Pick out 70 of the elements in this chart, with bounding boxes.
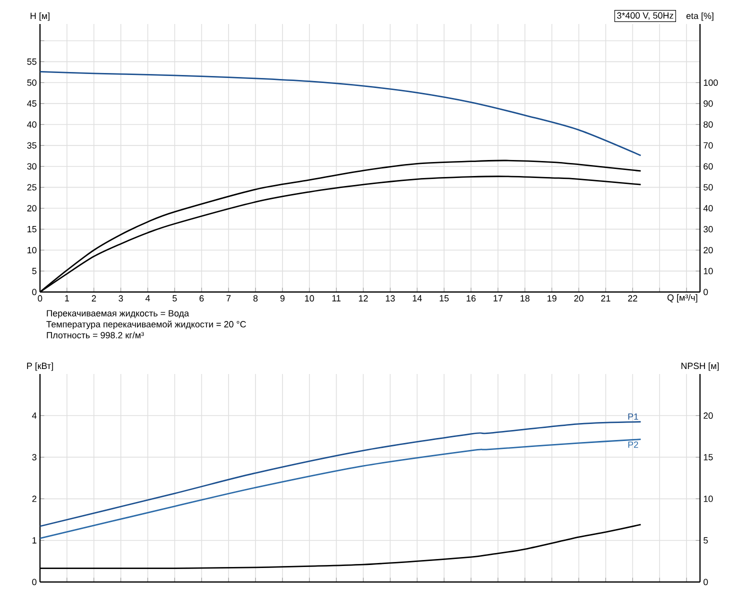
y-tick-label: 15 <box>28 226 36 232</box>
y2-tick-label: 20 <box>704 246 713 254</box>
y2-tick-label: 0 <box>704 288 708 296</box>
y-axis-title: H [м] <box>30 12 50 21</box>
y-tick-label: 35 <box>27 142 36 149</box>
series-label: P1 <box>628 413 638 420</box>
y-tick-label: 3 <box>32 454 36 460</box>
y2-tick-label: 15 <box>704 454 713 460</box>
x-tick-label: 18 <box>520 295 530 302</box>
y2-tick-label: 90 <box>704 100 713 107</box>
y2-axis-title: eta [%] <box>686 12 714 21</box>
y-tick-label: 45 <box>27 100 36 107</box>
series-label: P2 <box>628 442 638 448</box>
x-tick-label: 5 <box>172 295 177 302</box>
x-axis-title: Q [м³/ч] <box>667 294 698 303</box>
y-tick-label: 0 <box>32 578 36 586</box>
text: Перекачиваемая жидкость = Вода <box>46 310 190 318</box>
text: Плотность = 998.2 кг/м³ <box>46 332 144 338</box>
y2-tick-label: 5 <box>704 537 708 544</box>
y-tick-label: 50 <box>27 79 36 86</box>
line-series <box>39 71 642 156</box>
y2-tick-label: 10 <box>704 496 713 502</box>
y-tick-label: 1 <box>32 537 36 544</box>
y-tick-label: 20 <box>27 205 36 212</box>
x-tick-label: 10 <box>305 295 314 302</box>
x-tick-label: 0 <box>38 295 42 302</box>
chart-title: 3*400 V, 50Hz <box>617 12 674 20</box>
y2-tick-label: 10 <box>704 268 713 274</box>
line-series <box>39 438 642 540</box>
y-tick-label: 55 <box>27 58 36 65</box>
x-tick-label: 3 <box>118 295 123 302</box>
text: Температура перекачиваемой жидкости = 20 °C <box>46 320 246 330</box>
x-tick-label: 4 <box>145 295 150 302</box>
x-tick-label: 17 <box>494 295 502 302</box>
y2-tick-label: 100 <box>704 79 718 86</box>
y2-tick-label: 50 <box>704 184 713 190</box>
x-tick-label: 15 <box>440 295 449 302</box>
y2-tick-label: 0 <box>704 578 708 586</box>
y2-axis-title: NPSH [м] <box>681 362 719 371</box>
x-tick-label: 19 <box>548 295 556 302</box>
x-tick-label: 9 <box>280 295 285 302</box>
x-tick-label: 13 <box>386 295 395 302</box>
x-tick-label: 1 <box>65 295 69 302</box>
x-tick-label: 14 <box>412 295 422 302</box>
x-tick-label: 20 <box>574 295 584 302</box>
y2-tick-label: 20 <box>704 412 713 419</box>
x-tick-label: 7 <box>226 295 231 302</box>
x-tick-label: 16 <box>466 295 476 302</box>
x-tick-label: 6 <box>200 295 204 302</box>
y-tick-label: 5 <box>32 268 36 274</box>
y-tick-label: 0 <box>32 288 36 296</box>
x-tick-label: 22 <box>628 295 638 302</box>
y2-tick-label: 70 <box>704 142 713 149</box>
y2-tick-label: 40 <box>703 205 713 212</box>
line-series <box>39 421 642 527</box>
x-tick-label: 8 <box>253 295 258 302</box>
x-tick-label: 12 <box>358 295 368 302</box>
y-tick-label: 4 <box>32 412 37 419</box>
y-tick-label: 40 <box>27 121 36 128</box>
y-tick-label: 10 <box>28 246 36 254</box>
x-tick-label: 11 <box>332 295 341 302</box>
y2-tick-label: 60 <box>704 163 713 170</box>
y-tick-label: 2 <box>32 496 36 502</box>
y-tick-label: 25 <box>27 184 36 190</box>
y2-tick-label: 80 <box>704 121 713 128</box>
x-tick-label: 2 <box>92 295 96 302</box>
y-tick-label: 30 <box>27 163 36 170</box>
y2-tick-label: 30 <box>704 226 713 232</box>
x-tick-label: 21 <box>601 295 610 302</box>
y-axis-title: P [кВт] <box>27 362 53 371</box>
